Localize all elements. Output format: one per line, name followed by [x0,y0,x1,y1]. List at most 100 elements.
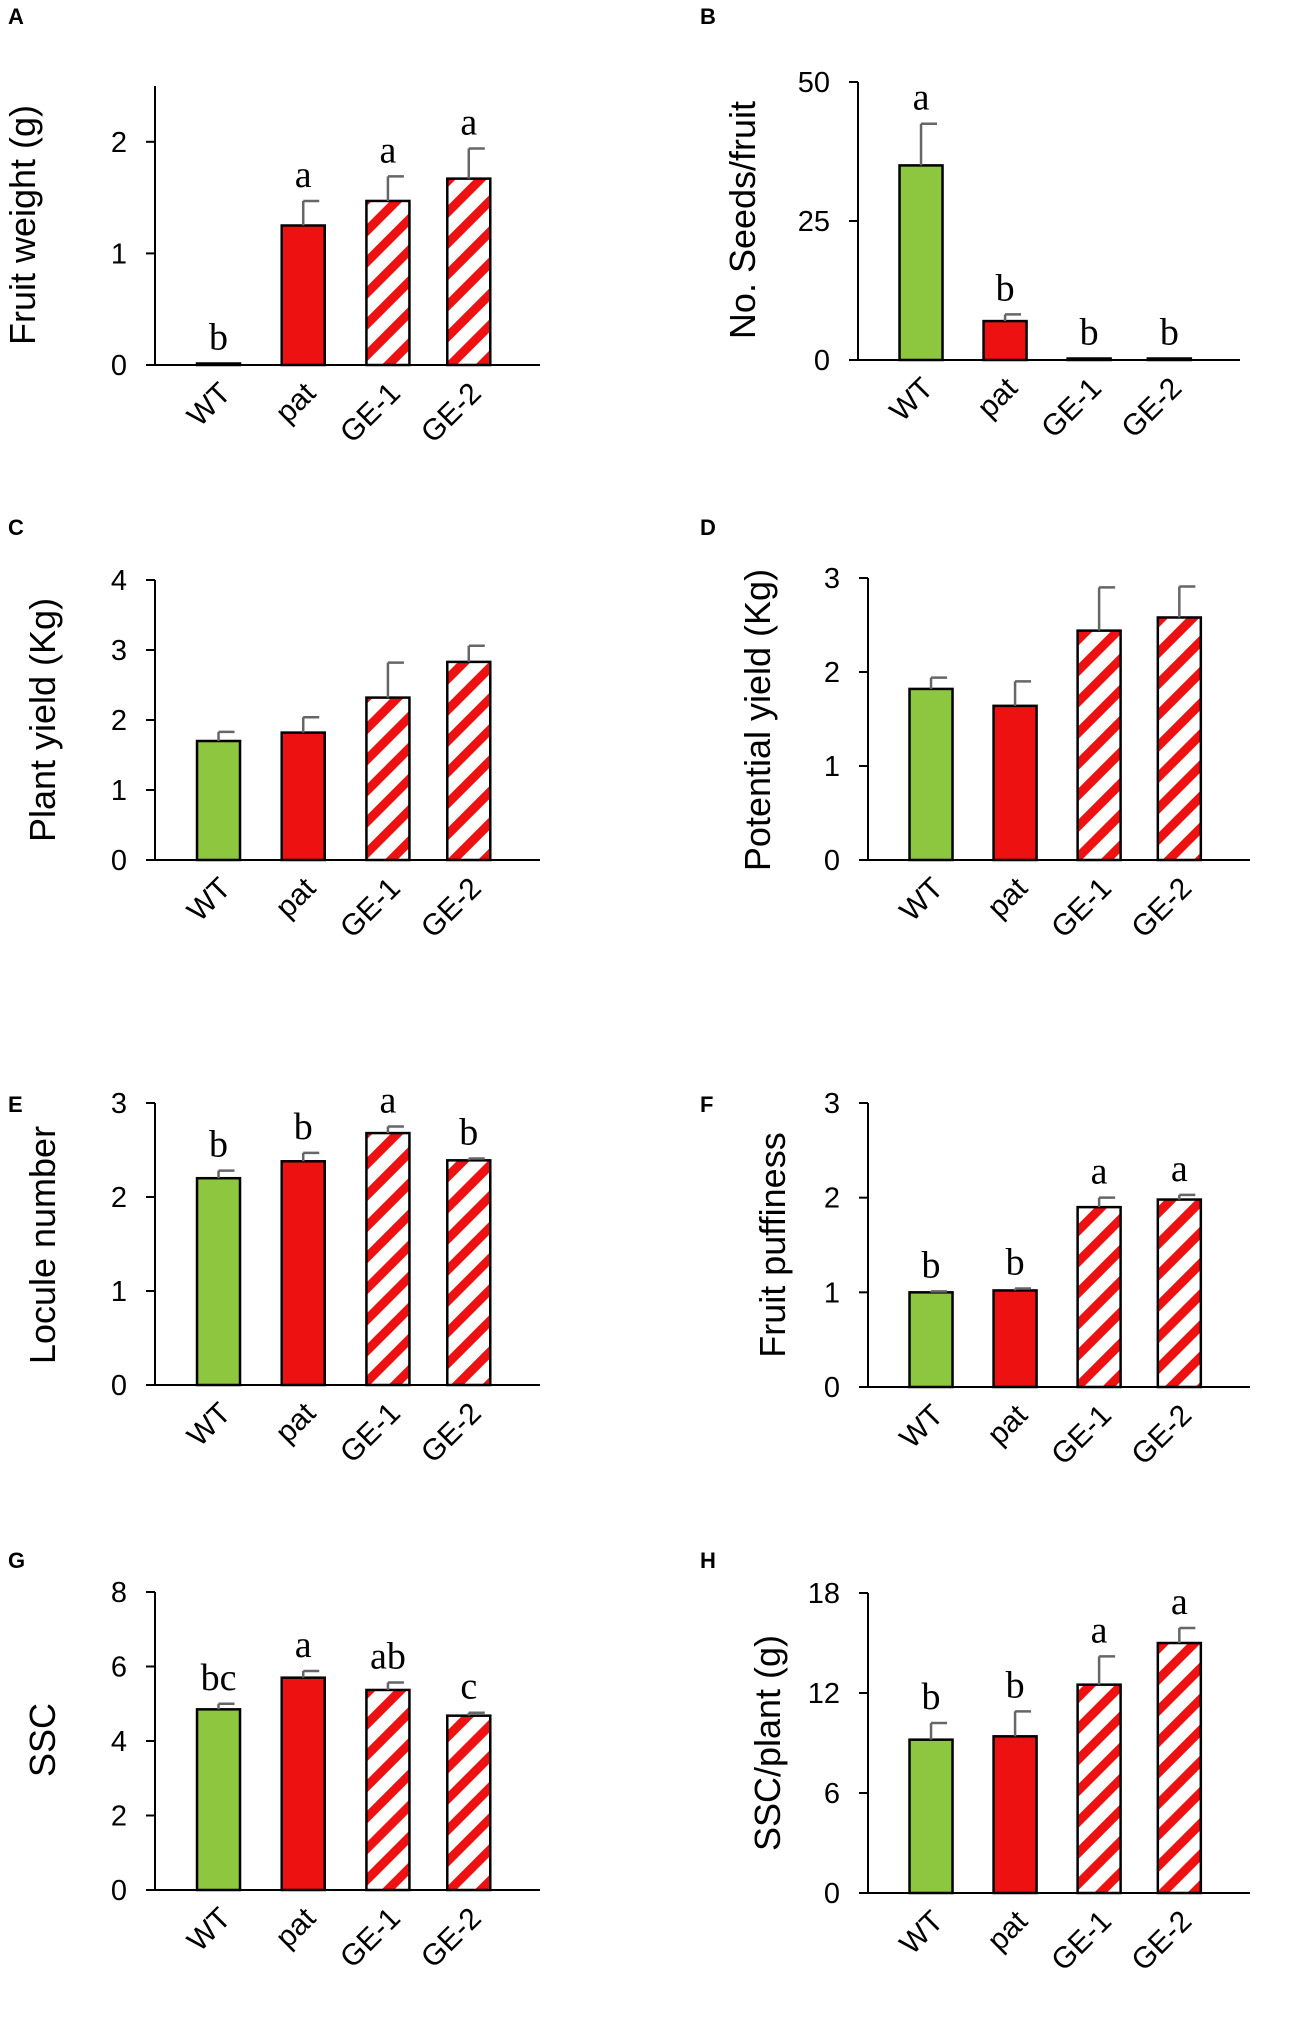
x-tick-label: pat [269,1901,322,1954]
bar-wt [898,164,944,362]
x-tick-label: GE-2 [415,1397,488,1470]
bar-pat [992,1735,1038,1895]
x-tick-label: GE-2 [415,1902,488,1975]
bar-wt [195,362,242,367]
y-axis-label: Plant yield (Kg) [22,598,63,842]
bar-wt [195,1708,242,1892]
panel-letter: B [700,4,716,29]
significance-letter: ab [370,1636,406,1678]
bar-ge-2 [446,1714,492,1892]
panel-letter: H [700,1548,716,1573]
y-tick-label: 6 [824,1778,840,1810]
panel-D: D Potential yield (Kg) 0 1 2 3 WT pat GE-1 GE-2 [700,515,1250,944]
significance-letter: b [459,1111,478,1153]
bar-ge-2 [1156,1641,1203,1895]
bar-wt [195,739,242,862]
bar-ge-1 [365,696,411,862]
x-tick-label: WT [894,1905,950,1961]
x-tick-label: WT [181,872,237,928]
bar-ge-1 [1076,629,1122,862]
significance-letter: a [460,101,477,143]
bar-wt [908,687,954,862]
significance-letter: b [922,1676,941,1718]
bar-pat [992,1289,1038,1389]
y-tick-label: 4 [111,1726,127,1758]
significance-letter: a [379,1080,396,1122]
x-tick-label: pat [269,1396,322,1449]
significance-letter: b [209,317,228,359]
significance-letter: b [996,267,1015,309]
bar-ge-1 [1076,1205,1122,1389]
significance-letter: a [1091,1609,1108,1651]
y-tick-label: 2 [111,1182,127,1214]
x-tick-label: GE-1 [1045,872,1118,945]
y-tick-label: 2 [824,1183,840,1215]
bar-pat [280,1160,326,1387]
y-tick-label: 0 [824,1878,840,1910]
significance-letter: a [379,129,396,171]
y-tick-label: 3 [111,1088,127,1120]
y-axis-label: Fruit weight (g) [2,105,43,345]
x-tick-label: WT [181,1397,237,1453]
y-tick-label: 0 [111,1875,127,1907]
x-tick-label: pat [981,1398,1034,1451]
y-tick-label: 12 [808,1678,840,1710]
significance-letter: a [1091,1151,1108,1193]
y-tick-label: 0 [111,350,127,382]
significance-letter: bc [201,1657,237,1699]
significance-letter: b [1160,312,1179,354]
y-axis-label: SSC/plant (g) [747,1635,788,1851]
x-tick-label: GE-2 [1125,872,1198,945]
bar-ge-1 [1066,357,1112,362]
bar-ge-2 [1146,357,1193,362]
y-tick-label: 0 [814,345,830,377]
significance-letter: b [209,1124,228,1166]
panel-letter: C [8,515,24,540]
x-tick-label: GE-2 [1125,1905,1198,1978]
bar-pat [992,704,1038,862]
panel-letter: E [8,1092,23,1117]
x-tick-label: GE-1 [334,377,407,450]
significance-letter: b [922,1244,941,1286]
y-tick-label: 1 [111,1276,127,1308]
x-tick-label: WT [894,872,950,928]
x-tick-label: GE-2 [415,377,488,450]
panel-G: G SSC 0 2 4 6 8 bc WT a pat ab GE-1 c GE-2 [8,1548,540,1974]
x-tick-label: pat [971,371,1024,424]
y-tick-label: 0 [824,845,840,877]
y-axis-label: Fruit puffiness [752,1132,793,1357]
x-tick-label: GE-1 [334,1902,407,1975]
y-tick-label: 1 [824,751,840,783]
y-tick-label: 25 [798,206,830,238]
x-tick-label: GE-1 [1045,1399,1118,1472]
y-tick-label: 2 [111,1801,127,1833]
significance-letter: a [1171,1148,1188,1190]
y-tick-label: 1 [111,775,127,807]
bar-ge-1 [365,199,411,367]
y-tick-label: 1 [824,1277,840,1309]
x-tick-label: GE-1 [1035,372,1108,445]
panel-B: B No. Seeds/fruit 0 25 50 a WT b pat b GE-1 b GE-2 [700,4,1240,444]
x-tick-label: pat [981,871,1034,924]
bar-ge-2 [446,1159,492,1387]
x-tick-label: GE-2 [1115,372,1188,445]
significance-letter: a [913,77,930,119]
y-axis-label: SSC [22,1703,63,1777]
y-tick-label: 2 [824,657,840,689]
bar-ge-1 [365,1688,411,1892]
panel-letter: D [700,515,716,540]
y-axis-label: Locule number [22,1126,63,1364]
y-tick-label: 2 [111,127,127,159]
y-tick-label: 8 [111,1577,127,1609]
bar-pat [982,319,1028,362]
panel-A: A Fruit weight (g) 0 1 2 b WT a pat a GE-1 a GE-2 [2,4,540,449]
significance-letter: a [295,1624,312,1666]
panel-letter: G [8,1548,25,1573]
y-axis-label: Potential yield (Kg) [737,569,778,871]
bar-pat [280,224,326,367]
bar-ge-2 [446,177,492,367]
panel-letter: A [8,4,24,29]
significance-letter: a [295,154,312,196]
significance-letter: c [460,1666,477,1708]
x-tick-label: WT [894,1399,950,1455]
